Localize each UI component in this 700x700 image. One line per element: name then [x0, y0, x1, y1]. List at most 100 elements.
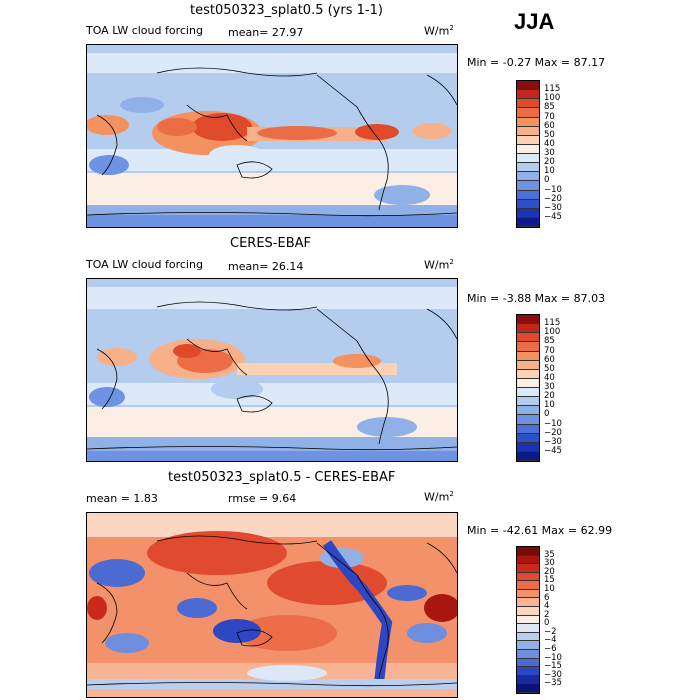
- colorbar-cell: [517, 607, 539, 616]
- colorbar-tick-label: 20: [544, 391, 555, 402]
- colorbar-cell: [517, 181, 539, 191]
- colorbar-tick-label: 85: [544, 336, 555, 347]
- colorbar-tick-label: 70: [544, 111, 555, 122]
- colorbar-cell: [517, 667, 539, 676]
- colorbar-cell: [517, 351, 539, 361]
- colorbar-cell: [517, 324, 539, 334]
- panel2-variable: TOA LW cloud forcing: [86, 258, 203, 271]
- colorbar-cell: [517, 378, 539, 388]
- colorbar-tick-label: −30: [544, 669, 562, 680]
- panel2-minmax: Min = -3.88 Max = 87.03: [467, 292, 606, 305]
- colorbar-cell: [517, 564, 539, 573]
- panel3-colorbar-labels: 35 30 20 15 10 6 4 2 0 −2 −4 −6 −10 −15 −30 −35: [544, 546, 584, 692]
- colorbar-cell: [517, 675, 539, 685]
- colorbar-cell: [517, 632, 539, 642]
- colorbar-tick-label: −2: [544, 626, 557, 637]
- colorbar-cell: [517, 172, 539, 182]
- colorbar-cell: [517, 388, 539, 398]
- colorbar-cell: [517, 684, 539, 693]
- colorbar-tick-label: 40: [544, 372, 555, 383]
- colorbar-cell: [517, 90, 539, 100]
- colorbar-tick-label: 2: [544, 609, 550, 620]
- colorbar-cell: [517, 589, 539, 599]
- colorbar-cell: [517, 641, 539, 650]
- panel1-colorbar-labels: 115 100 85 70 60 50 40 30 20 10 0 −10 −20 −30 −45: [544, 80, 584, 226]
- colorbar-tick-label: −30: [544, 202, 562, 213]
- colorbar-cell: [517, 433, 539, 443]
- colorbar-tick-label: 0: [544, 175, 550, 186]
- colorbar-tick-label: 30: [544, 382, 555, 392]
- colorbar-cell: [517, 547, 539, 556]
- colorbar-tick-label: 60: [544, 120, 555, 131]
- panel2-title: CERES-EBAF: [230, 236, 311, 251]
- colorbar-tick-label: 70: [544, 345, 555, 356]
- colorbar-cell: [517, 117, 539, 127]
- colorbar-cell: [517, 451, 539, 461]
- colorbar-tick-label: −20: [544, 427, 562, 438]
- colorbar-tick-label: 0: [544, 618, 550, 629]
- colorbar-tick-label: −30: [544, 436, 562, 447]
- colorbar-cell: [517, 333, 539, 343]
- colorbar-tick-label: 40: [544, 138, 555, 149]
- colorbar-tick-label: 50: [544, 363, 555, 374]
- panel3-mean: mean = 1.83: [86, 492, 158, 505]
- colorbar-cell: [517, 342, 539, 352]
- panel3-units: W/m2: [424, 490, 454, 504]
- colorbar-tick-label: −10: [544, 418, 562, 429]
- colorbar-tick-label: 85: [544, 102, 555, 113]
- panel3-map: [86, 512, 458, 698]
- colorbar-cell: [517, 658, 539, 668]
- colorbar-tick-label: 100: [544, 327, 561, 338]
- colorbar-tick-label: 115: [544, 84, 561, 95]
- colorbar-tick-label: 20: [544, 157, 555, 168]
- panel1-variable: TOA LW cloud forcing: [86, 24, 203, 37]
- colorbar-cell: [517, 397, 539, 407]
- panel1-title: test050323_splat0.5 (yrs 1-1): [190, 3, 383, 18]
- panel1-minmax: Min = -0.27 Max = 87.17: [467, 56, 606, 69]
- panel2-map: [86, 278, 458, 462]
- colorbar-cell: [517, 154, 539, 164]
- panel2-units: W/m2: [424, 258, 454, 272]
- colorbar-cell: [517, 406, 539, 416]
- colorbar-cell: [517, 163, 539, 173]
- panel1-units: W/m2: [424, 24, 454, 38]
- colorbar-cell: [517, 199, 539, 209]
- colorbar-cell: [517, 369, 539, 379]
- colorbar-cell: [517, 126, 539, 136]
- colorbar-tick-label: −15: [544, 661, 562, 672]
- colorbar-tick-label: 4: [544, 601, 550, 612]
- colorbar-tick-label: −10: [544, 184, 562, 195]
- colorbar-tick-label: 6: [544, 592, 550, 603]
- panel1-mean: mean= 27.97: [228, 26, 304, 39]
- colorbar-cell: [517, 99, 539, 109]
- colorbar-tick-label: 30: [544, 148, 555, 158]
- colorbar-tick-label: −6: [544, 644, 557, 655]
- colorbar-tick-label: −4: [544, 635, 557, 646]
- colorbar-tick-label: 10: [544, 166, 555, 177]
- panel2-colorbar: [516, 314, 540, 462]
- colorbar-tick-label: 30: [544, 558, 555, 569]
- colorbar-tick-label: 35: [544, 549, 555, 560]
- colorbar-cell: [517, 615, 539, 625]
- colorbar-tick-label: 115: [544, 318, 561, 329]
- colorbar-cell: [517, 135, 539, 145]
- panel2-mean: mean= 26.14: [228, 260, 304, 273]
- colorbar-cell: [517, 555, 539, 565]
- colorbar-cell: [517, 144, 539, 154]
- panel1-colorbar: [516, 80, 540, 228]
- colorbar-cell: [517, 108, 539, 118]
- colorbar-tick-label: 0: [544, 409, 550, 420]
- colorbar-tick-label: 10: [544, 583, 555, 594]
- colorbar-tick-label: −20: [544, 193, 562, 204]
- panel3-colorbar: [516, 546, 540, 694]
- colorbar-tick-label: −10: [544, 652, 562, 663]
- colorbar-cell: [517, 315, 539, 325]
- season-label: JJA: [514, 9, 555, 34]
- colorbar-tick-label: 20: [544, 566, 555, 577]
- colorbar-cell: [517, 598, 539, 608]
- colorbar-tick-label: −45: [544, 211, 562, 222]
- panel3-title: test050323_splat0.5 - CERES-EBAF: [168, 470, 396, 485]
- colorbar-tick-label: 10: [544, 400, 555, 411]
- colorbar-tick-label: 15: [544, 575, 555, 586]
- colorbar-cell: [517, 81, 539, 91]
